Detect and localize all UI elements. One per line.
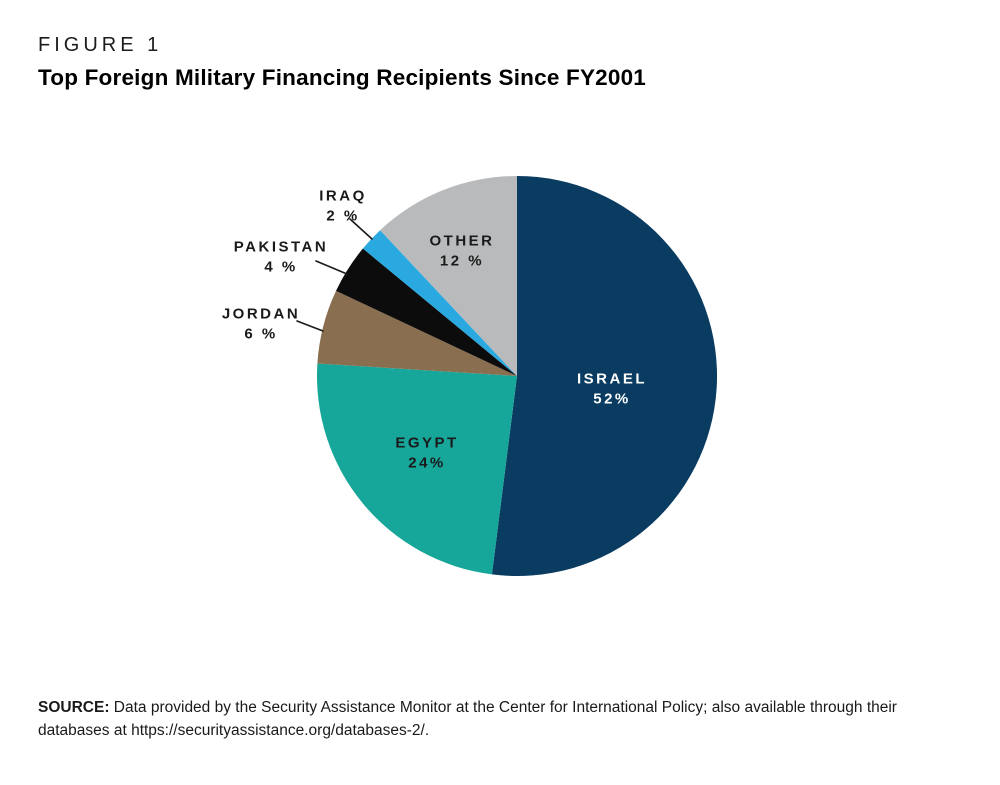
source-text: Data provided by the Security Assistance… [38,699,897,739]
leader-line-iraq [349,218,373,240]
slice-name-label-jordan: JORDAN [222,306,300,323]
leader-line-jordan [296,320,324,332]
slice-name-label-israel: ISRAEL [577,371,647,388]
figure-header: FIGURE 1 Top Foreign Military Financing … [38,34,646,91]
slice-value-label-israel: 52% [593,391,631,408]
pie-slice-iraq [362,230,517,376]
figure-label: FIGURE 1 [38,34,163,56]
pie-slice-israel [491,175,718,577]
pie-slice-egypt [316,363,517,575]
slice-name-label-other: OTHER [430,233,495,250]
pie-slice-pakistan [336,248,517,376]
source-note: SOURCE: Data provided by the Security As… [38,696,952,742]
leader-line-pakistan [315,260,348,275]
slice-name-label-iraq: IRAQ [319,188,367,205]
pie-slice-other [380,176,517,376]
figure-title: Top Foreign Military Financing Recipient… [38,65,647,90]
source-label: SOURCE: [38,699,110,716]
slice-value-label-pakistan: 4 % [264,259,297,276]
slice-value-label-jordan: 6 % [244,326,277,343]
slice-value-label-other: 12 % [440,253,484,270]
pie-slice-jordan [317,290,517,376]
slice-name-label-egypt: EGYPT [395,435,458,452]
slice-value-label-iraq: 2 % [326,208,359,225]
slice-value-label-egypt: 24% [408,455,446,472]
slice-name-label-pakistan: PAKISTAN [234,239,328,256]
pie-chart: ISRAEL 52% EGYPT 24% JORDAN 6 % PAKISTAN 4 % IRA… [222,175,718,577]
